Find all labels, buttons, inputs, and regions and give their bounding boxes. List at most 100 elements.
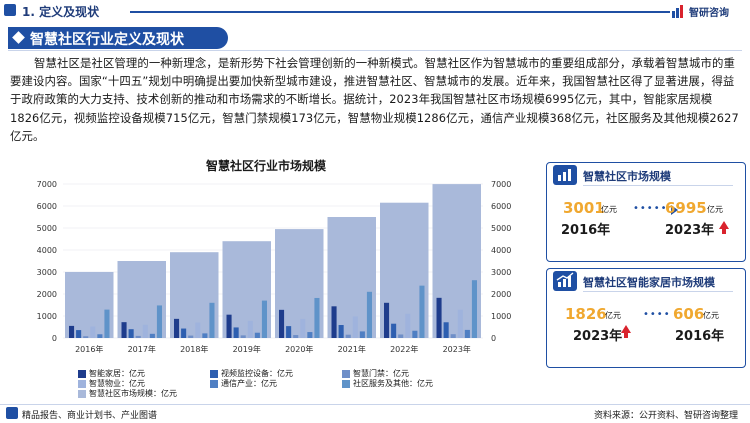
footer-left-text[interactable]: 精品报告、商业计划书、产业图谱: [22, 411, 158, 421]
series-bar: [450, 334, 456, 338]
y-tick-label-left: 4000: [37, 246, 57, 255]
x-tick-label: 2023年: [443, 344, 471, 354]
series-bar: [345, 334, 351, 338]
series-bar: [279, 309, 285, 338]
x-tick-label: 2017年: [128, 344, 156, 354]
card-header: 智慧社区市场规模: [547, 163, 745, 187]
legend-item: 智能家居：亿元: [78, 368, 145, 379]
legend-swatch: [342, 379, 350, 388]
y-tick-label-left: 2000: [37, 290, 57, 299]
logo-icon: [672, 5, 683, 18]
legend-swatch: [210, 369, 218, 378]
series-bar: [149, 333, 155, 338]
x-tick-label: 2016年: [75, 344, 103, 354]
start-unit: 亿元: [601, 205, 617, 214]
logo-text: 智研咨询: [689, 7, 729, 19]
diamond-icon: [12, 31, 25, 44]
legend-label: 视频监控设备：亿元: [221, 369, 293, 378]
bar-chart-icon: [553, 165, 577, 185]
series-bar: [156, 305, 162, 338]
page-title-banner: 智慧社区行业定义及现状: [8, 27, 228, 49]
y-tick-label-left: 6000: [37, 202, 57, 211]
series-bar: [240, 335, 246, 338]
y-tick-label-right: 5000: [491, 224, 511, 233]
end-year: 2023年: [665, 223, 715, 238]
legend-label: 智慧物业：亿元: [89, 379, 145, 388]
report-icon: [6, 407, 18, 419]
x-tick-label: 2020年: [285, 344, 313, 354]
brand-logo[interactable]: 智研咨询: [672, 3, 729, 19]
series-bar: [307, 332, 313, 338]
dots-icon: ••••: [643, 309, 671, 320]
series-bar: [90, 326, 96, 338]
series-bar: [226, 314, 232, 338]
series-bar: [300, 318, 306, 338]
intro-paragraph: 智慧社区是社区管理的一种新理念，是新形势下社会管理创新的一种新模式。智慧社区作为…: [10, 56, 739, 143]
latest-value: 1826: [565, 305, 607, 323]
series-bar: [174, 318, 180, 338]
dots-icon: •••••: [633, 203, 668, 214]
legend-item: 社区服务及其他：亿元: [342, 378, 433, 389]
y-tick-label-left: 5000: [37, 224, 57, 233]
y-tick-label-right: 2000: [491, 290, 511, 299]
footer-rule: [0, 404, 750, 405]
x-tick-label: 2019年: [233, 344, 261, 354]
legend-label: 通信产业：亿元: [221, 379, 277, 388]
chevron-right-icon: [671, 205, 678, 215]
series-bar: [261, 300, 267, 338]
legend-label: 智慧门禁：亿元: [353, 369, 409, 378]
y-tick-label-left: 3000: [37, 268, 57, 277]
smart-home-card: 智慧社区智能家居市场规模 1826 亿元 2023年 •••• 606 亿元 2…: [546, 268, 746, 368]
series-bar: [142, 324, 148, 338]
y-tick-label-right: 6000: [491, 202, 511, 211]
series-bar: [209, 302, 215, 338]
y-tick-label-right: 4000: [491, 246, 511, 255]
series-bar: [412, 330, 418, 338]
section-title: 1. 定义及现状: [22, 5, 100, 19]
trend-icon: [553, 271, 577, 291]
y-tick-label-left: 1000: [37, 312, 57, 321]
series-bar: [293, 335, 299, 338]
series-bar: [97, 334, 103, 338]
series-bar: [314, 297, 320, 338]
card-rule: [583, 185, 733, 186]
footer: 精品报告、商业计划书、产业图谱 资料来源：公开资料、智研咨询整理: [0, 404, 750, 423]
legend-swatch: [342, 369, 350, 378]
legend-item: 通信产业：亿元: [210, 378, 277, 389]
y-tick-label-right: 0: [491, 334, 496, 343]
series-bar: [83, 336, 89, 338]
market-size-card: 智慧社区市场规模 3001 亿元 2016年 ••••• 6995 亿元 202…: [546, 162, 746, 262]
card-header: 智慧社区智能家居市场规模: [547, 269, 745, 293]
card-rule: [583, 291, 733, 292]
source-note: 资料来源：公开资料、智研咨询整理: [593, 411, 738, 421]
series-bar: [443, 322, 449, 338]
series-bar: [338, 325, 344, 338]
base-year: 2016年: [675, 329, 725, 344]
series-bar: [181, 328, 187, 338]
series-bar: [121, 322, 127, 338]
y-tick-label-right: 1000: [491, 312, 511, 321]
series-bar: [464, 329, 470, 338]
series-bar: [128, 329, 134, 338]
card-title: 智慧社区智能家居市场规模: [583, 276, 715, 289]
series-bar: [398, 334, 404, 338]
legend-item: 智慧门禁：亿元: [342, 368, 409, 379]
start-year: 2016年: [561, 223, 611, 238]
base-unit: 亿元: [703, 311, 719, 320]
x-tick-label: 2018年: [180, 344, 208, 354]
legend-swatch: [78, 369, 86, 378]
up-arrow-icon: [621, 325, 631, 333]
legend-label: 社区服务及其他：亿元: [353, 379, 433, 388]
x-tick-label: 2022年: [390, 344, 418, 354]
up-arrow-icon: [719, 221, 729, 229]
latest-unit: 亿元: [605, 311, 621, 320]
series-bar: [436, 297, 442, 338]
series-bar: [135, 335, 141, 338]
start-value: 3001: [563, 199, 605, 217]
legend-item: 视频监控设备：亿元: [210, 368, 293, 379]
series-bar: [202, 333, 208, 338]
series-bar: [352, 316, 358, 338]
card-title: 智慧社区市场规模: [583, 170, 671, 183]
series-bar: [471, 280, 477, 338]
header-rule: [130, 11, 670, 13]
